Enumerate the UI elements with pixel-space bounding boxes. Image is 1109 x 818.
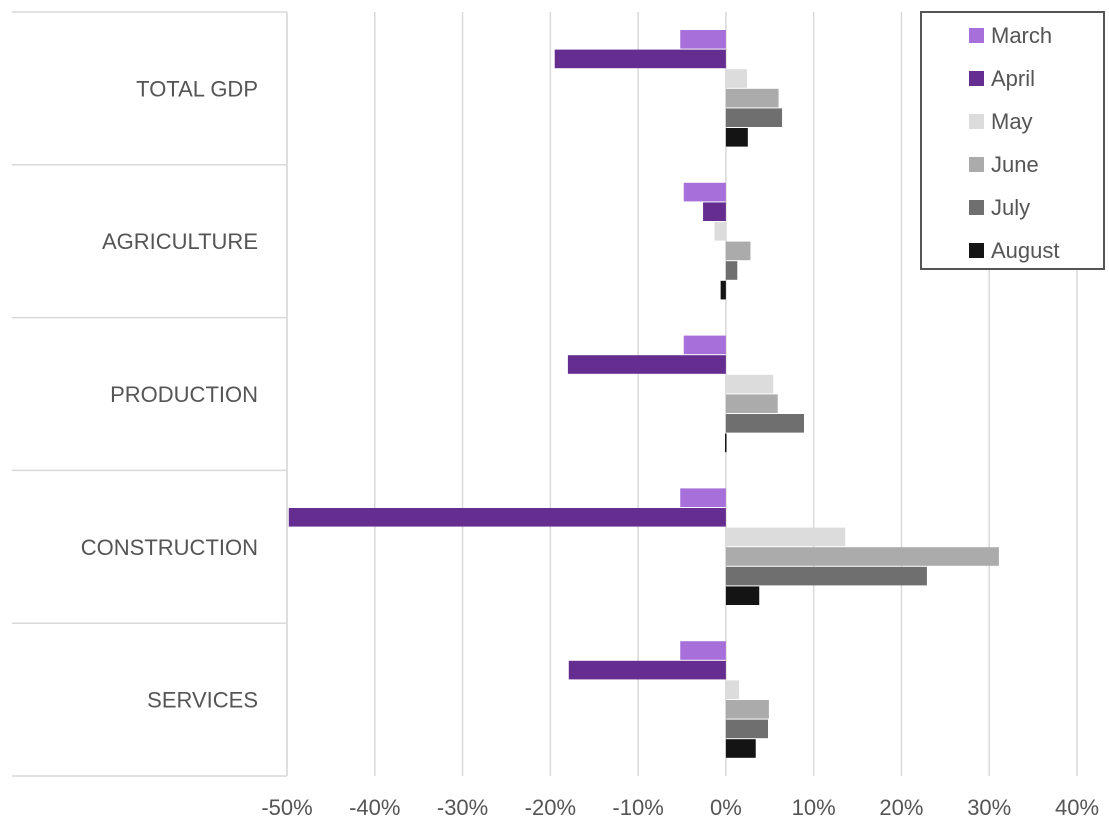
category-label: SERVICES — [147, 688, 258, 713]
legend-swatch-march — [969, 28, 984, 43]
bars — [288, 30, 999, 758]
bar-may-agriculture — [714, 222, 726, 241]
legend-label-august: August — [991, 238, 1060, 263]
legend-swatch-april — [969, 71, 984, 86]
x-tick-label: 10% — [792, 795, 836, 818]
category-label: TOTAL GDP — [136, 76, 258, 101]
bar-june-agriculture — [725, 241, 751, 261]
legend-swatch-august — [969, 243, 984, 258]
x-tick-label: -40% — [349, 795, 400, 818]
bar-july-total-gdp — [725, 108, 783, 127]
bar-may-production — [725, 374, 774, 394]
x-tick-label: -20% — [525, 795, 576, 818]
x-tick-label: 30% — [967, 795, 1011, 818]
bar-may-services — [725, 680, 740, 699]
x-tick-label: 20% — [879, 795, 923, 818]
bar-july-construction — [725, 566, 927, 586]
legend-label-may: May — [991, 109, 1033, 134]
x-tick-label: -30% — [437, 795, 488, 818]
legend-label-july: July — [991, 195, 1030, 220]
legend-swatch-june — [969, 157, 984, 172]
bar-april-construction — [288, 508, 726, 527]
bar-june-total-gdp — [725, 88, 779, 108]
bar-august-construction — [725, 586, 760, 605]
bar-august-production — [725, 433, 727, 453]
legend-swatch-may — [969, 114, 984, 129]
bar-april-services — [568, 660, 726, 680]
x-tick-label: -50% — [261, 795, 312, 818]
bar-april-production — [567, 355, 726, 374]
bar-june-production — [725, 394, 778, 413]
bar-march-construction — [680, 488, 726, 507]
bar-july-services — [725, 719, 769, 739]
x-tick-label: 40% — [1055, 795, 1099, 818]
bar-may-construction — [725, 527, 846, 547]
bar-july-production — [725, 414, 805, 433]
legend-label-april: April — [991, 66, 1035, 91]
category-label: AGRICULTURE — [102, 229, 258, 254]
legend-swatch-july — [969, 200, 984, 215]
bar-march-production — [683, 335, 726, 355]
bar-march-total-gdp — [680, 30, 726, 49]
x-axis-tick-labels: -50% -40% -30% -20% -10% 0% 10% 20% 30% 40% — [261, 795, 1099, 818]
x-tick-label: -10% — [612, 795, 663, 818]
legend-label-june: June — [991, 152, 1039, 177]
bar-april-agriculture — [703, 202, 726, 221]
category-labels: TOTAL GDP AGRICULTURE PRODUCTION CONSTRUCTI… — [81, 76, 258, 712]
legend-label-march: March — [991, 23, 1052, 48]
bar-august-total-gdp — [725, 128, 748, 147]
bar-june-services — [725, 700, 769, 719]
bar-march-agriculture — [683, 182, 726, 202]
legend: March April May June July August — [920, 11, 1105, 270]
category-label: PRODUCTION — [110, 382, 258, 407]
legend-box — [920, 11, 1105, 270]
bar-june-construction — [725, 547, 999, 566]
bar-july-agriculture — [725, 261, 738, 280]
bar-may-total-gdp — [725, 69, 747, 88]
bar-august-services — [725, 739, 756, 758]
bar-april-total-gdp — [554, 49, 726, 69]
bar-august-agriculture — [720, 280, 726, 300]
category-separators — [12, 11, 288, 777]
bar-march-services — [680, 641, 726, 660]
x-tick-label: 0% — [710, 795, 742, 818]
category-label: CONSTRUCTION — [81, 535, 258, 560]
